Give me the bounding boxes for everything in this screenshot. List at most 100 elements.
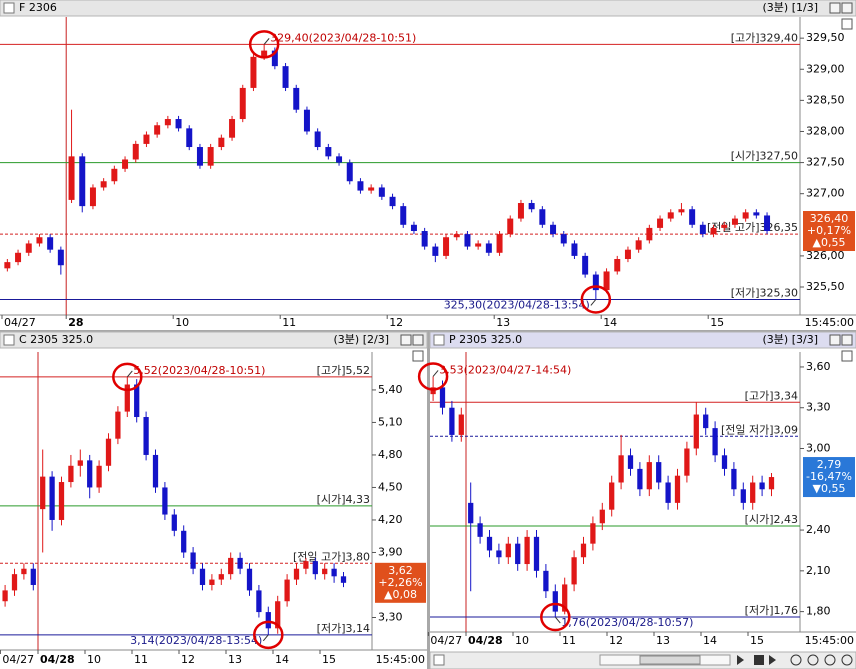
candle-body <box>624 249 631 260</box>
annotation-arrow <box>263 38 270 45</box>
candle-body <box>592 274 599 291</box>
stop-button[interactable] <box>754 655 764 665</box>
x-tick-label: 14 <box>275 653 289 666</box>
zoom-in-button[interactable] <box>790 654 802 666</box>
prev-button[interactable] <box>737 655 744 665</box>
last-price-label: 3,62 <box>388 564 413 577</box>
scroll-thumb[interactable] <box>639 655 701 665</box>
candle-body <box>571 243 578 256</box>
annotation-arrow <box>432 370 439 377</box>
panel-title: P 2305 325.0 <box>449 333 522 346</box>
candle-body <box>175 119 182 129</box>
candle-body <box>524 536 530 565</box>
candle-body <box>400 206 407 225</box>
candle-body <box>162 487 168 515</box>
panel-button[interactable] <box>829 334 841 346</box>
candle-body <box>322 568 328 575</box>
x-tick-label: 10 <box>515 634 529 647</box>
x-tick-label: 15 <box>322 653 336 666</box>
x-tick-label: 13 <box>228 653 242 666</box>
candle-body <box>228 557 234 575</box>
y-tick-label: 3,60 <box>806 360 831 373</box>
candle-body <box>239 87 246 120</box>
annotation: 325,30(2023/04/28-13:54) <box>444 298 590 311</box>
layout-button[interactable] <box>841 350 853 362</box>
candle-body <box>303 109 310 132</box>
candle-body <box>665 482 671 503</box>
candle-body <box>36 237 43 244</box>
last-price-change: -16,47% <box>806 470 852 483</box>
candle-body <box>646 462 652 490</box>
candle-body <box>79 156 86 207</box>
last-price-change: +2,26% <box>378 576 422 589</box>
candle-body <box>432 246 439 256</box>
x-tick-label: 04/28 <box>40 653 75 666</box>
candle-body <box>282 66 289 88</box>
x-tick-label: 10 <box>87 653 101 666</box>
y-tick-label: 4,20 <box>378 513 403 526</box>
panel-period: (3분) [2/3] <box>334 333 389 346</box>
panel-period: (3분) [1/3] <box>763 1 818 14</box>
candle-body <box>47 237 54 250</box>
x-tick-label: 12 <box>609 634 623 647</box>
candle-body <box>340 576 347 583</box>
y-tick-label: 329,00 <box>806 62 845 75</box>
panel-button[interactable] <box>829 2 841 14</box>
candle-body <box>124 384 130 412</box>
level-label: [고가]329,40 <box>731 31 798 44</box>
time-label: 15:45:00 <box>805 316 854 329</box>
next-button[interactable] <box>769 655 776 665</box>
candle-body <box>710 227 717 235</box>
panel-checkbox[interactable] <box>3 2 15 14</box>
candle-body <box>496 234 503 253</box>
y-tick-label: 3,00 <box>806 442 831 455</box>
y-tick-label: 2,10 <box>806 564 831 577</box>
zoom-fit-button[interactable] <box>841 654 853 666</box>
candle-body <box>468 502 474 524</box>
panel-button[interactable] <box>412 334 424 346</box>
zoom-out-button[interactable] <box>807 654 819 666</box>
panel-checkbox[interactable] <box>3 334 15 346</box>
panel-background <box>430 332 856 652</box>
candle-body <box>477 523 483 537</box>
panel-button[interactable] <box>400 334 412 346</box>
candle-body <box>667 212 674 219</box>
candle-body <box>505 543 511 558</box>
annotation: 3,14(2023/04/28-13:54) <box>130 634 262 647</box>
candle-body <box>68 465 74 483</box>
candle-body <box>699 224 706 235</box>
level-label: [전일 고가]3,80 <box>293 549 370 563</box>
level-label: [시가]4,33 <box>317 493 370 506</box>
highlight-circle <box>253 620 284 650</box>
candle-body <box>571 557 577 585</box>
toolbar-checkbox[interactable] <box>433 654 445 666</box>
candle-body <box>475 243 482 247</box>
level-label: [시가]2,43 <box>745 513 798 526</box>
annotation-arrow <box>126 370 133 378</box>
candle-body <box>410 224 417 232</box>
candle-body <box>293 87 300 110</box>
candle-body <box>100 181 107 188</box>
candle-body <box>721 455 728 469</box>
highlight-circle <box>540 602 571 632</box>
candle-body <box>57 249 64 266</box>
candle-body <box>2 590 8 602</box>
layout-button[interactable] <box>412 350 424 362</box>
candle-body <box>271 50 278 67</box>
panel-checkbox[interactable] <box>433 334 445 346</box>
layout-button[interactable] <box>841 18 853 30</box>
candle-body <box>486 536 493 551</box>
candle-body <box>115 411 121 439</box>
candle-body <box>303 561 309 569</box>
panel-button[interactable] <box>841 2 853 14</box>
y-tick-label: 326,00 <box>806 249 845 262</box>
candle-body <box>111 168 118 182</box>
candle-body <box>759 482 765 490</box>
x-tick-label: 14 <box>603 316 617 329</box>
y-tick-label: 3,30 <box>806 401 831 414</box>
panel-button[interactable] <box>841 334 853 346</box>
candle-body <box>40 476 46 510</box>
zoom-reset-button[interactable] <box>824 654 836 666</box>
x-tick-label: 15 <box>750 634 764 647</box>
